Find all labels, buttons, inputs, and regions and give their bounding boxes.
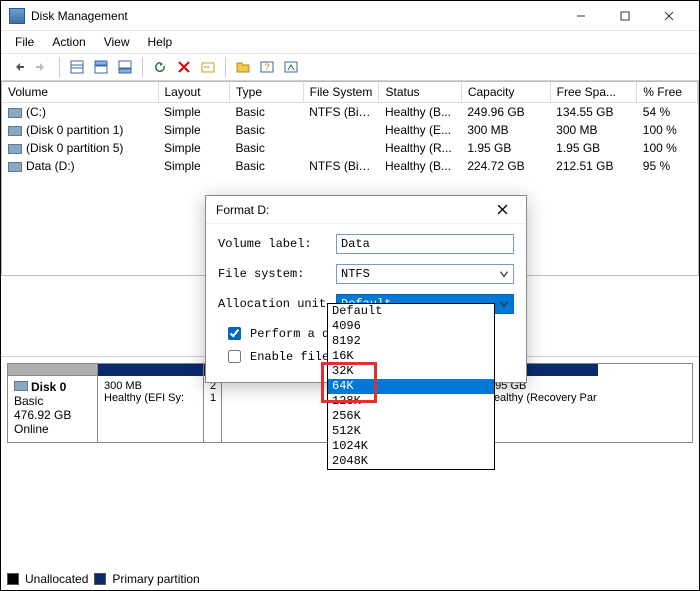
dropdown-option[interactable]: 512K bbox=[328, 424, 494, 439]
properties-icon[interactable] bbox=[197, 56, 219, 78]
disk-type: Basic bbox=[14, 394, 91, 408]
menu-help[interactable]: Help bbox=[140, 33, 181, 51]
legend-unallocated-label: Unallocated bbox=[25, 572, 88, 586]
menu-bar: File Action View Help bbox=[1, 31, 699, 53]
dialog-close-button[interactable] bbox=[488, 198, 516, 222]
refresh-icon[interactable] bbox=[149, 56, 171, 78]
legend-unallocated-swatch bbox=[7, 573, 19, 585]
chevron-down-icon bbox=[498, 268, 510, 280]
view-list-icon[interactable] bbox=[66, 56, 88, 78]
chevron-down-icon bbox=[498, 298, 510, 310]
disk-name: Disk 0 bbox=[31, 380, 66, 394]
table-row[interactable]: (Disk 0 partition 1)SimpleBasicHealthy (… bbox=[2, 121, 698, 139]
dialog-titlebar: Format D: bbox=[206, 196, 526, 224]
volume-label-input[interactable] bbox=[336, 234, 514, 254]
toolbar: ? bbox=[1, 53, 699, 81]
disk-header[interactable]: Disk 0 Basic 476.92 GB Online bbox=[8, 364, 98, 442]
enable-compression-checkbox[interactable] bbox=[228, 350, 241, 363]
menu-view[interactable]: View bbox=[96, 33, 138, 51]
dropdown-option[interactable]: 256K bbox=[328, 409, 494, 424]
dialog-title: Format D: bbox=[216, 203, 488, 217]
dropdown-option[interactable]: 32K bbox=[328, 364, 494, 379]
legend: Unallocated Primary partition bbox=[7, 572, 200, 586]
column-header[interactable]: % Free bbox=[637, 82, 698, 103]
view-top-icon[interactable] bbox=[90, 56, 112, 78]
volume-label-label: Volume label: bbox=[218, 237, 328, 251]
help-icon[interactable]: ? bbox=[256, 56, 278, 78]
svg-text:?: ? bbox=[264, 62, 269, 72]
maximize-button[interactable] bbox=[603, 2, 647, 30]
quick-format-checkbox[interactable] bbox=[228, 327, 241, 340]
column-header[interactable]: File System bbox=[303, 82, 379, 103]
column-header[interactable]: Free Spa... bbox=[550, 82, 637, 103]
column-header[interactable]: Capacity bbox=[461, 82, 550, 103]
title-bar: Disk Management bbox=[1, 1, 699, 31]
dropdown-option[interactable]: 64K bbox=[328, 379, 494, 394]
menu-file[interactable]: File bbox=[7, 33, 42, 51]
nav-back-button[interactable] bbox=[7, 56, 29, 78]
app-icon bbox=[9, 8, 25, 24]
column-header[interactable]: Type bbox=[230, 82, 304, 103]
disk-status: Online bbox=[14, 422, 91, 436]
column-header[interactable]: Layout bbox=[158, 82, 230, 103]
dropdown-option[interactable]: 128K bbox=[328, 394, 494, 409]
dropdown-option[interactable]: 2048K bbox=[328, 454, 494, 469]
column-header[interactable]: Status bbox=[379, 82, 461, 103]
minimize-button[interactable] bbox=[559, 2, 603, 30]
dropdown-option[interactable]: 4096 bbox=[328, 319, 494, 334]
window-controls bbox=[559, 2, 691, 30]
dropdown-option[interactable]: 16K bbox=[328, 349, 494, 364]
window-title: Disk Management bbox=[31, 9, 559, 23]
delete-icon[interactable] bbox=[173, 56, 195, 78]
file-system-label: File system: bbox=[218, 267, 328, 281]
allocation-unit-dropdown[interactable]: Default4096819216K32K64K128K256K512K1024… bbox=[327, 303, 495, 470]
view-bottom-icon[interactable] bbox=[114, 56, 136, 78]
legend-primary-label: Primary partition bbox=[112, 572, 199, 586]
nav-forward-button[interactable] bbox=[31, 56, 53, 78]
column-header[interactable]: Volume bbox=[2, 82, 158, 103]
dropdown-option[interactable]: Default bbox=[328, 304, 494, 319]
disk-icon bbox=[14, 381, 28, 391]
disk-size: 476.92 GB bbox=[14, 408, 91, 422]
file-system-select[interactable]: NTFS bbox=[336, 264, 514, 284]
settings-icon[interactable] bbox=[280, 56, 302, 78]
close-button[interactable] bbox=[647, 2, 691, 30]
table-row[interactable]: Data (D:)SimpleBasicNTFS (BitLo...Health… bbox=[2, 157, 698, 175]
menu-action[interactable]: Action bbox=[44, 33, 93, 51]
dropdown-option[interactable]: 8192 bbox=[328, 334, 494, 349]
partition[interactable]: 300 MBHealthy (EFI Sy: bbox=[98, 364, 204, 442]
legend-primary-swatch bbox=[94, 573, 106, 585]
dropdown-option[interactable]: 1024K bbox=[328, 439, 494, 454]
table-row[interactable]: (Disk 0 partition 5)SimpleBasicHealthy (… bbox=[2, 139, 698, 157]
allocation-unit-label: Allocation unit bbox=[218, 297, 328, 311]
folder-icon[interactable] bbox=[232, 56, 254, 78]
table-row[interactable]: (C:)SimpleBasicNTFS (BitLo...Healthy (B.… bbox=[2, 103, 698, 122]
file-system-value: NTFS bbox=[341, 267, 370, 281]
